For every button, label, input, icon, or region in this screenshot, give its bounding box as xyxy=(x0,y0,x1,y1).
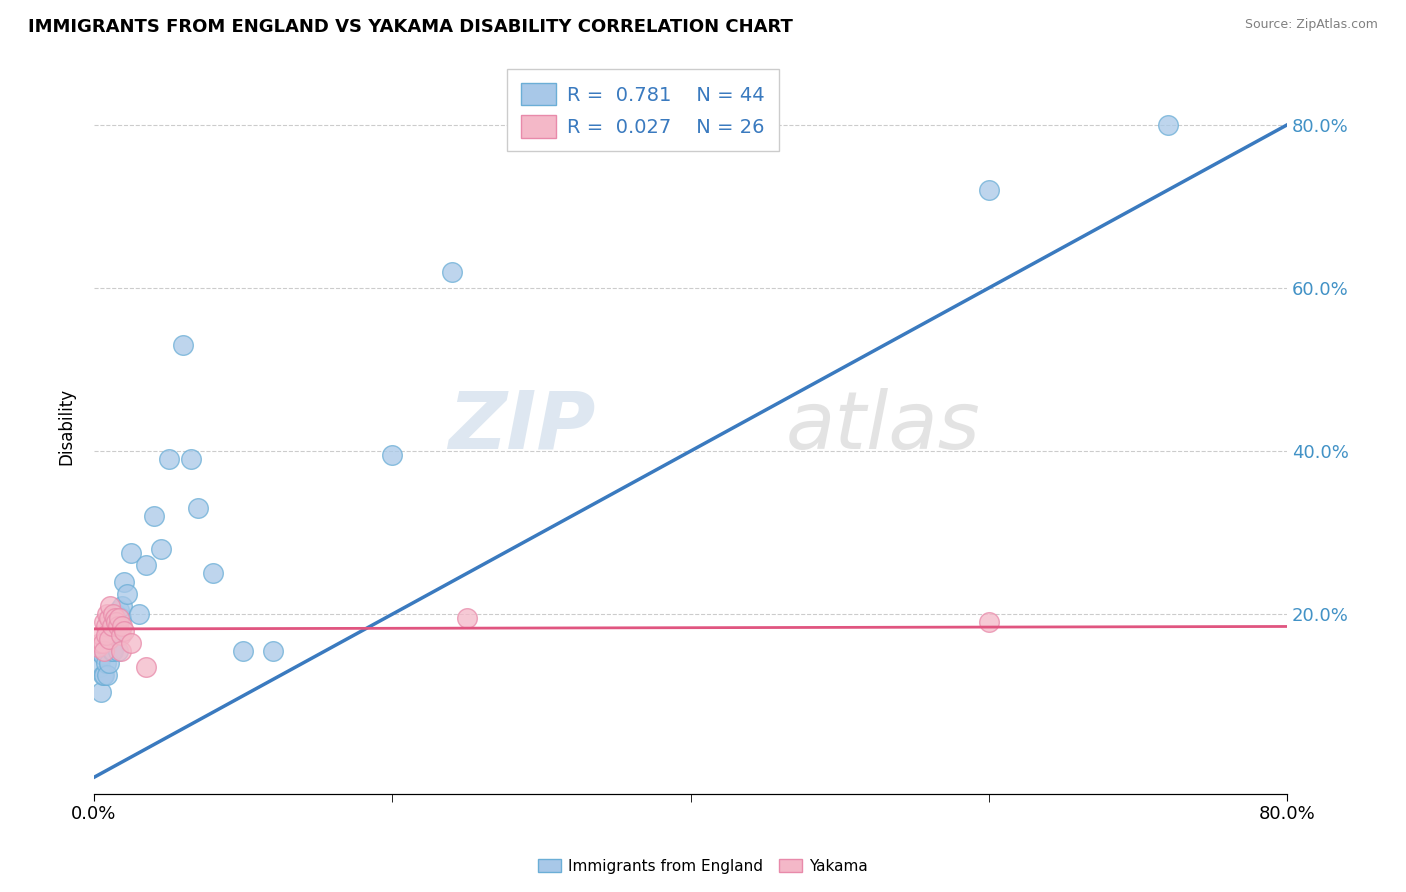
Point xyxy=(93,644,115,658)
Point xyxy=(381,448,404,462)
Point xyxy=(93,668,115,682)
Point xyxy=(107,644,129,658)
Point xyxy=(89,636,111,650)
Point xyxy=(96,636,118,650)
Point xyxy=(977,615,1000,630)
Point xyxy=(87,644,110,658)
Point xyxy=(135,660,157,674)
Point xyxy=(157,452,180,467)
Point xyxy=(1157,118,1180,132)
Text: atlas: atlas xyxy=(786,388,981,466)
Point xyxy=(91,648,114,662)
Text: IMMIGRANTS FROM ENGLAND VS YAKAMA DISABILITY CORRELATION CHART: IMMIGRANTS FROM ENGLAND VS YAKAMA DISABI… xyxy=(28,18,793,36)
Point xyxy=(202,566,225,581)
Point xyxy=(97,656,120,670)
Point xyxy=(98,619,121,633)
Point xyxy=(91,668,114,682)
Point xyxy=(90,684,112,698)
Text: Source: ZipAtlas.com: Source: ZipAtlas.com xyxy=(1244,18,1378,31)
Point xyxy=(172,338,194,352)
Point xyxy=(103,644,125,658)
Point xyxy=(232,644,254,658)
Point xyxy=(105,615,128,630)
Legend: Immigrants from England, Yakama: Immigrants from England, Yakama xyxy=(531,853,875,880)
Point xyxy=(89,660,111,674)
Point xyxy=(96,668,118,682)
Point xyxy=(94,627,117,641)
Point xyxy=(110,611,132,625)
Point xyxy=(107,615,129,630)
Point xyxy=(142,509,165,524)
Point xyxy=(97,632,120,646)
Point xyxy=(187,501,209,516)
Point xyxy=(103,607,125,622)
Point xyxy=(440,265,463,279)
Point xyxy=(94,640,117,654)
Point xyxy=(96,607,118,622)
Point xyxy=(93,615,115,630)
Point xyxy=(93,644,115,658)
Point xyxy=(150,541,173,556)
Point xyxy=(90,627,112,641)
Legend: R =  0.781    N = 44, R =  0.027    N = 26: R = 0.781 N = 44, R = 0.027 N = 26 xyxy=(508,70,779,151)
Point xyxy=(87,640,110,654)
Point xyxy=(94,619,117,633)
Point xyxy=(98,599,121,613)
Point xyxy=(91,636,114,650)
Point xyxy=(90,640,112,654)
Point xyxy=(112,624,135,638)
Point xyxy=(101,627,124,641)
Point xyxy=(977,183,1000,197)
Point xyxy=(103,624,125,638)
Point xyxy=(104,611,127,625)
Point xyxy=(108,603,131,617)
Point xyxy=(97,632,120,646)
Point xyxy=(135,558,157,573)
Point xyxy=(101,644,124,658)
Point xyxy=(111,619,134,633)
Point xyxy=(112,574,135,589)
Point xyxy=(111,599,134,613)
Point xyxy=(262,644,284,658)
Point xyxy=(101,619,124,633)
Point xyxy=(115,587,138,601)
Point xyxy=(104,619,127,633)
Point xyxy=(456,611,478,625)
Point xyxy=(94,656,117,670)
Point xyxy=(105,607,128,622)
Point xyxy=(107,619,129,633)
Point xyxy=(110,627,132,641)
Y-axis label: Disability: Disability xyxy=(58,388,75,466)
Point xyxy=(97,611,120,625)
Point xyxy=(180,452,202,467)
Point xyxy=(120,636,142,650)
Point xyxy=(120,546,142,560)
Point xyxy=(108,611,131,625)
Point xyxy=(128,607,150,622)
Text: ZIP: ZIP xyxy=(447,388,595,466)
Point xyxy=(110,644,132,658)
